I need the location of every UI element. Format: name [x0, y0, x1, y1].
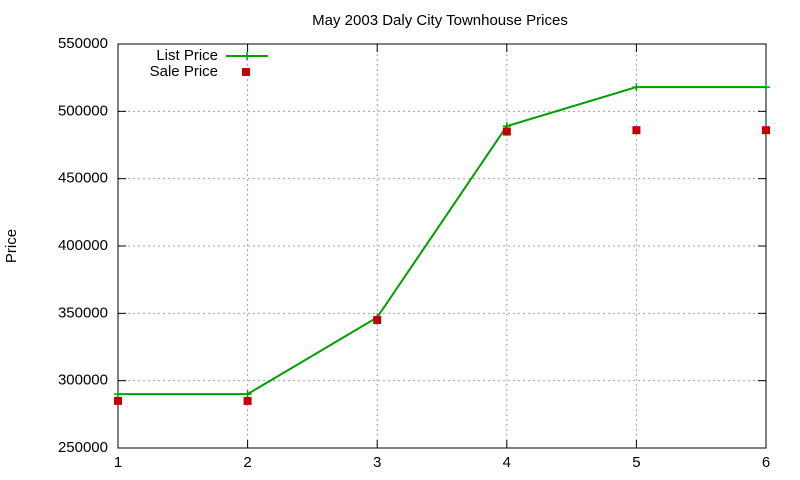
y-tick-label: 350000 — [58, 304, 108, 321]
series-line — [118, 86, 766, 396]
point — [632, 126, 641, 135]
plot-frame — [117, 43, 767, 449]
x-tick-label: 2 — [243, 454, 251, 471]
point — [243, 396, 252, 405]
point — [114, 390, 122, 399]
x-tick-label: 6 — [762, 454, 770, 471]
legend-swatch — [243, 52, 251, 60]
x-tick-label: 4 — [503, 454, 511, 471]
point — [762, 126, 770, 135]
y-tick-label: 450000 — [58, 170, 108, 187]
y-axis-label: Price — [3, 229, 20, 263]
legend-label: List Price — [156, 47, 218, 64]
point — [632, 83, 641, 92]
y-tick-label: 300000 — [58, 372, 108, 389]
point — [762, 83, 770, 92]
chart-title: May 2003 Daly City Townhouse Prices — [312, 12, 568, 29]
point — [114, 396, 122, 405]
legend-swatch — [242, 68, 250, 76]
legend-label: Sale Price — [150, 63, 218, 80]
y-tick-label: 400000 — [58, 237, 108, 254]
x-tick-label: 1 — [114, 454, 122, 471]
x-tick-label: 5 — [632, 454, 640, 471]
point — [502, 127, 511, 136]
y-tick-label: 250000 — [58, 439, 108, 456]
point — [243, 390, 252, 399]
x-tick-label: 3 — [373, 454, 381, 471]
y-tick-label: 550000 — [58, 35, 108, 52]
y-tick-label: 500000 — [58, 102, 108, 119]
point — [373, 316, 382, 325]
